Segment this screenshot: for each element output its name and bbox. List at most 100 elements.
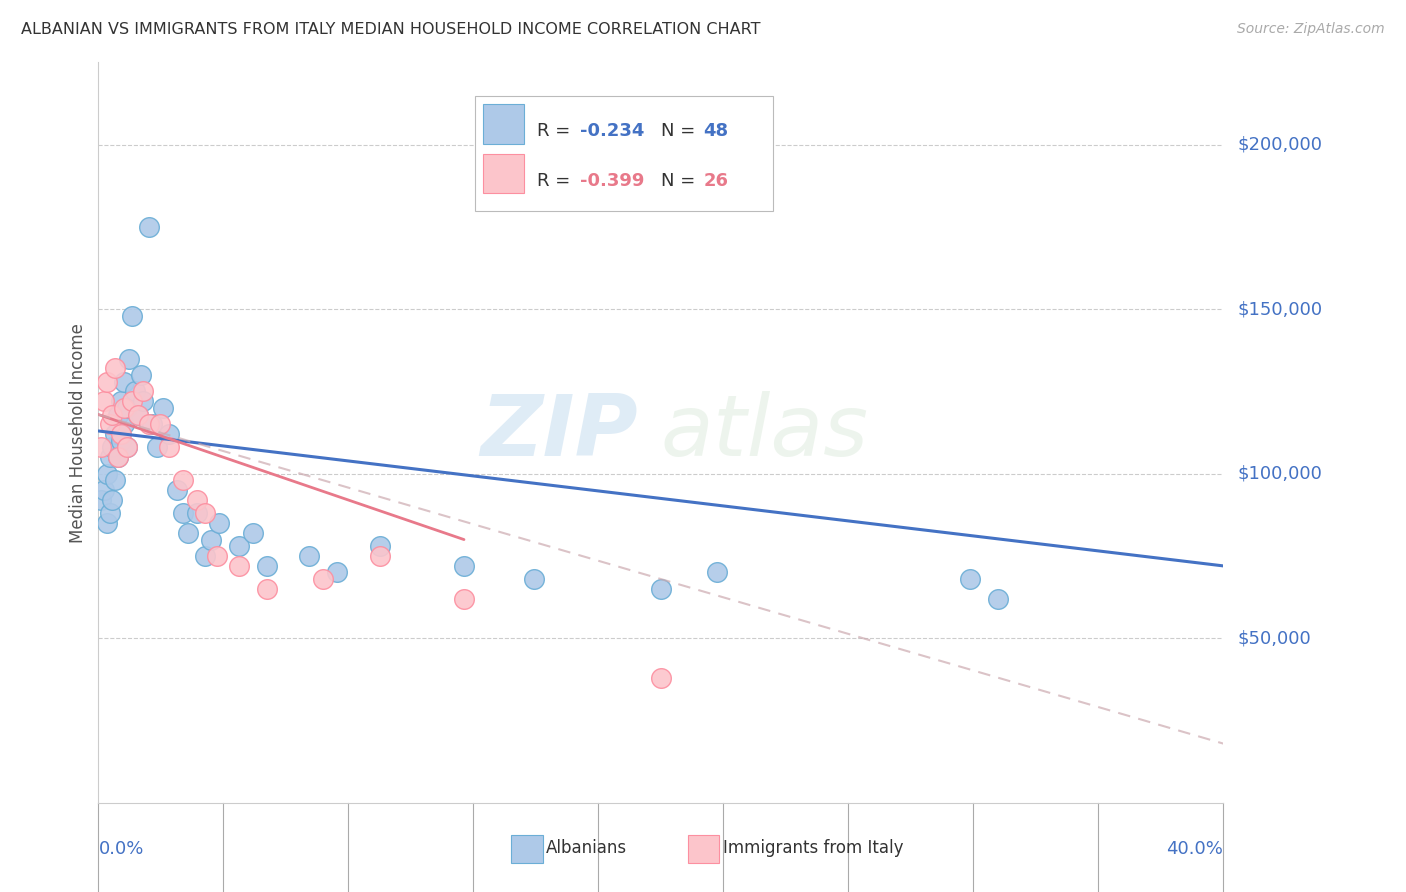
- Point: [959, 572, 981, 586]
- Point: [157, 427, 180, 442]
- Text: R =: R =: [537, 122, 576, 140]
- Y-axis label: Median Household Income: Median Household Income: [69, 323, 87, 542]
- Text: ALBANIAN VS IMMIGRANTS FROM ITALY MEDIAN HOUSEHOLD INCOME CORRELATION CHART: ALBANIAN VS IMMIGRANTS FROM ITALY MEDIAN…: [21, 22, 761, 37]
- Point: [523, 572, 546, 586]
- Point: [256, 558, 278, 573]
- Text: N =: N =: [661, 172, 700, 190]
- Point: [205, 549, 228, 563]
- Point: [112, 417, 135, 432]
- Text: N =: N =: [661, 122, 700, 140]
- Text: $200,000: $200,000: [1237, 136, 1322, 153]
- Point: [104, 427, 127, 442]
- Point: [96, 375, 118, 389]
- Point: [208, 516, 231, 530]
- Point: [228, 558, 250, 573]
- Point: [127, 408, 149, 422]
- Point: [110, 434, 132, 448]
- Point: [138, 219, 160, 234]
- Point: [172, 506, 194, 520]
- Point: [186, 493, 208, 508]
- Point: [124, 384, 146, 399]
- Text: Immigrants from Italy: Immigrants from Italy: [723, 839, 903, 857]
- Point: [228, 539, 250, 553]
- Point: [121, 394, 143, 409]
- Text: atlas: atlas: [661, 391, 869, 475]
- Point: [127, 408, 149, 422]
- Point: [132, 384, 155, 399]
- FancyBboxPatch shape: [484, 153, 523, 194]
- Point: [93, 483, 115, 498]
- Point: [115, 401, 138, 415]
- Point: [90, 441, 112, 455]
- Point: [104, 473, 127, 487]
- Point: [453, 558, 475, 573]
- Point: [110, 427, 132, 442]
- Point: [194, 506, 217, 520]
- Point: [242, 526, 264, 541]
- Text: Source: ZipAtlas.com: Source: ZipAtlas.com: [1237, 22, 1385, 37]
- Point: [110, 394, 132, 409]
- Point: [104, 361, 127, 376]
- Text: Albanians: Albanians: [546, 839, 627, 857]
- Point: [987, 591, 1010, 606]
- Point: [90, 493, 112, 508]
- Text: 48: 48: [703, 122, 728, 140]
- Point: [115, 441, 138, 455]
- Point: [112, 375, 135, 389]
- FancyBboxPatch shape: [512, 835, 543, 863]
- Point: [157, 441, 180, 455]
- Point: [706, 566, 728, 580]
- Point: [298, 549, 321, 563]
- Point: [93, 394, 115, 409]
- Point: [166, 483, 188, 498]
- Text: R =: R =: [537, 172, 576, 190]
- Point: [129, 368, 152, 382]
- Point: [326, 566, 349, 580]
- Point: [118, 351, 141, 366]
- Point: [107, 450, 129, 465]
- Point: [368, 539, 391, 553]
- Point: [146, 441, 169, 455]
- Point: [177, 526, 200, 541]
- Point: [312, 572, 335, 586]
- Point: [650, 671, 672, 685]
- Text: $100,000: $100,000: [1237, 465, 1322, 483]
- Point: [172, 473, 194, 487]
- Point: [132, 394, 155, 409]
- Point: [98, 417, 121, 432]
- Text: -0.234: -0.234: [579, 122, 644, 140]
- Point: [115, 441, 138, 455]
- Point: [194, 549, 217, 563]
- Text: 26: 26: [703, 172, 728, 190]
- Point: [96, 516, 118, 530]
- Point: [96, 467, 118, 481]
- Point: [256, 582, 278, 596]
- FancyBboxPatch shape: [484, 103, 523, 144]
- Text: 0.0%: 0.0%: [98, 840, 143, 858]
- Text: ZIP: ZIP: [481, 391, 638, 475]
- Point: [368, 549, 391, 563]
- Point: [650, 582, 672, 596]
- Point: [101, 441, 124, 455]
- FancyBboxPatch shape: [475, 95, 773, 211]
- Point: [112, 401, 135, 415]
- Point: [149, 417, 172, 432]
- Point: [141, 417, 163, 432]
- Text: -0.399: -0.399: [579, 172, 644, 190]
- Point: [98, 450, 121, 465]
- Point: [101, 408, 124, 422]
- Point: [138, 417, 160, 432]
- Point: [107, 450, 129, 465]
- Point: [186, 506, 208, 520]
- Point: [98, 506, 121, 520]
- Text: 40.0%: 40.0%: [1167, 840, 1223, 858]
- Point: [101, 493, 124, 508]
- Point: [121, 309, 143, 323]
- Point: [200, 533, 222, 547]
- FancyBboxPatch shape: [688, 835, 720, 863]
- Point: [453, 591, 475, 606]
- Text: $50,000: $50,000: [1237, 629, 1310, 648]
- Text: $150,000: $150,000: [1237, 301, 1322, 318]
- Point: [107, 408, 129, 422]
- Point: [152, 401, 174, 415]
